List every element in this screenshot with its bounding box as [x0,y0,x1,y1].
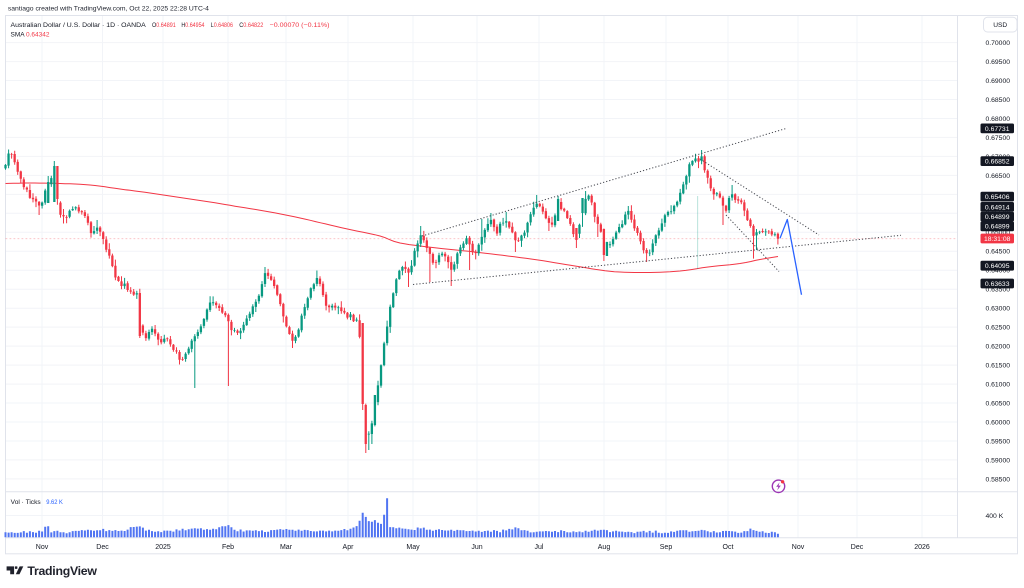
svg-text:Dec: Dec [851,544,864,551]
svg-text:USD: USD [993,22,1007,29]
svg-text:400 K: 400 K [986,513,1004,520]
svg-text:0.61500: 0.61500 [986,363,1011,370]
svg-text:Feb: Feb [222,544,234,551]
svg-text:2026: 2026 [914,544,930,551]
svg-text:0.66852: 0.66852 [985,159,1010,166]
svg-text:0.64899: 0.64899 [985,214,1010,221]
svg-text:Dec: Dec [96,544,109,551]
svg-text:C0.64822: C0.64822 [239,22,263,29]
svg-text:Nov: Nov [792,544,805,551]
svg-text:0.64899: 0.64899 [985,224,1010,231]
svg-text:H0.64954: H0.64954 [181,22,204,29]
svg-text:0.68000: 0.68000 [986,116,1011,123]
svg-text:0.60500: 0.60500 [986,400,1011,407]
svg-text:Jun: Jun [471,544,482,551]
svg-text:0.65406: 0.65406 [985,194,1010,201]
svg-text:0.65000: 0.65000 [986,230,1011,237]
svg-text:Jul: Jul [535,544,544,551]
svg-text:0.64500: 0.64500 [986,249,1011,256]
svg-text:0.61000: 0.61000 [986,382,1011,389]
svg-text:TradingView: TradingView [27,565,98,578]
svg-text:L0.64806: L0.64806 [211,22,233,29]
svg-text:0.59500: 0.59500 [986,438,1011,445]
svg-text:Oct: Oct [723,544,734,551]
svg-text:2025: 2025 [155,544,171,551]
svg-text:Apr: Apr [343,544,355,551]
svg-text:Vol · Ticks: Vol · Ticks [11,499,42,506]
svg-text:0.68500: 0.68500 [986,97,1011,104]
svg-text:−0.00070 (−0.11%): −0.00070 (−0.11%) [270,22,330,29]
svg-text:O0.64891: O0.64891 [152,22,176,29]
svg-text:18:31:08: 18:31:08 [984,236,1011,243]
svg-text:0.60000: 0.60000 [986,419,1011,426]
svg-text:May: May [406,544,420,551]
svg-text:Mar: Mar [280,544,293,551]
svg-text:0.69000: 0.69000 [986,78,1011,85]
svg-text:0.67731: 0.67731 [985,126,1010,133]
svg-text:Australian Dollar / U.S. Dolla: Australian Dollar / U.S. Dollar · 1D · O… [11,22,147,29]
svg-text:0.67500: 0.67500 [986,135,1011,142]
svg-text:0.64342: 0.64342 [26,31,50,38]
svg-text:0.63500: 0.63500 [986,287,1011,294]
svg-text:9.62 K: 9.62 K [46,499,63,506]
svg-text:0.59000: 0.59000 [986,457,1011,464]
svg-text:0.63000: 0.63000 [986,306,1011,313]
svg-text:0.62000: 0.62000 [986,344,1011,351]
svg-text:0.64914: 0.64914 [985,204,1010,211]
svg-text:0.58500: 0.58500 [986,476,1011,483]
svg-text:Nov: Nov [36,544,49,551]
svg-text:Sep: Sep [660,544,673,551]
svg-text:SMA: SMA [11,31,26,38]
svg-text:0.66500: 0.66500 [986,173,1011,180]
svg-text:0.62500: 0.62500 [986,325,1011,332]
svg-text:0.70000: 0.70000 [986,40,1011,47]
svg-text:Aug: Aug [598,544,611,551]
svg-text:santiago created with TradingV: santiago created with TradingView.com, O… [8,5,209,12]
svg-text:0.63633: 0.63633 [985,281,1010,288]
svg-text:0.64095: 0.64095 [985,263,1010,270]
svg-text:0.64000: 0.64000 [986,268,1011,275]
svg-text:0.69500: 0.69500 [986,59,1011,66]
